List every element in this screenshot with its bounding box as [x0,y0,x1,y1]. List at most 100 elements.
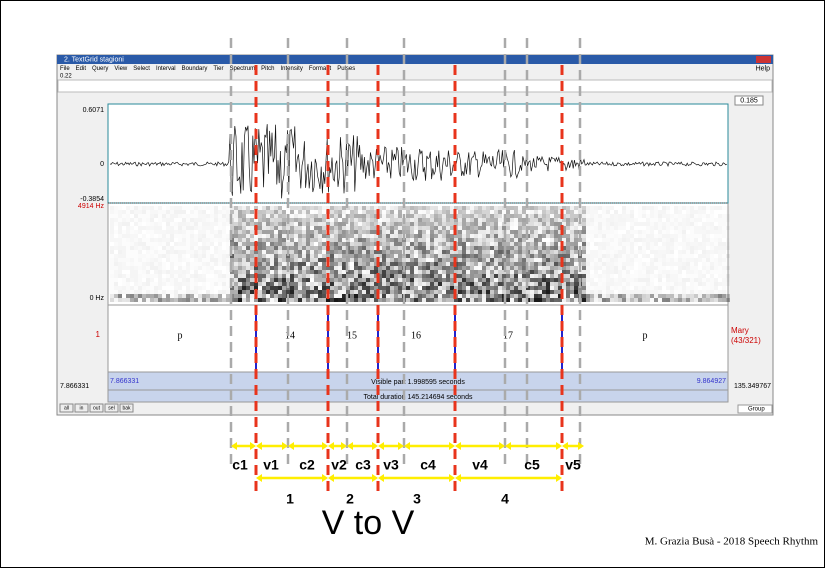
footer: M. Grazia Busà - 2018 Speech Rhythm [645,536,819,548]
menu-item[interactable]: File [60,66,70,72]
spec-cell [334,274,338,278]
spec-cell [614,226,618,230]
spec-cell [506,242,510,246]
spec-cell [446,258,450,262]
spec-cell [570,266,574,270]
spec-cell [110,294,114,298]
spec-cell [358,262,362,266]
spec-cell [682,262,686,266]
spec-cell [726,238,730,242]
spec-cell [598,286,602,290]
spec-cell [714,258,718,262]
spec-cell [462,286,466,290]
spec-cell [242,266,246,270]
spec-cell [510,290,514,294]
spec-cell [330,242,334,246]
spec-cell [498,286,502,290]
spec-cell [490,282,494,286]
spec-cell [682,214,686,218]
spec-cell [402,290,406,294]
spec-cell [426,294,430,298]
spec-cell [478,218,482,222]
spec-cell [694,290,698,294]
spec-cell [442,254,446,258]
spec-cell [406,286,410,290]
spec-cell [266,286,270,290]
spec-cell [234,226,238,230]
spec-cell [294,246,298,250]
spec-cell [366,230,370,234]
menu-item[interactable]: Edit [76,66,87,72]
spec-cell [134,222,138,226]
spec-cell [554,222,558,226]
spec-cell [186,270,190,274]
menu-item[interactable]: Intensity [280,66,302,72]
spec-cell [542,278,546,282]
spec-cell [570,290,574,294]
spec-cell [206,238,210,242]
spec-cell [498,270,502,274]
menu-item[interactable]: Boundary [182,66,208,72]
spec-cell [414,250,418,254]
spec-cell [462,250,466,254]
close-button[interactable] [756,56,771,63]
spec-cell [550,294,554,298]
spec-cell [334,218,338,222]
spec-cell [602,242,606,246]
menu-item[interactable]: View [114,66,128,72]
spec-cell [242,242,246,246]
spec-cell [654,254,658,258]
spec-cell [470,254,474,258]
spec-cell [146,238,150,242]
spec-cell [706,230,710,234]
spec-cell [150,222,154,226]
spec-cell [622,246,626,250]
spec-cell [274,214,278,218]
spec-cell [490,270,494,274]
spec-cell [278,258,282,262]
spec-cell [322,230,326,234]
spec-cell [386,242,390,246]
spec-cell [150,266,154,270]
spec-cell [366,214,370,218]
spec-cell [646,262,650,266]
spec-cell [118,270,122,274]
spec-cell [650,274,654,278]
spec-cell [226,218,230,222]
menu-item[interactable]: Interval [156,66,176,72]
menu-item[interactable]: Pitch [261,66,274,72]
spec-cell [246,294,250,298]
spec-cell [262,270,266,274]
spec-cell [306,254,310,258]
spec-cell [478,254,482,258]
spec-cell [306,294,310,298]
spec-cell [418,226,422,230]
spec-cell [330,290,334,294]
menu-item[interactable]: Tier [213,66,223,72]
spec-cell [722,262,726,266]
spec-cell [442,262,446,266]
spec-cell [438,282,442,286]
spec-cell [714,246,718,250]
spec-cell [590,210,594,214]
spec-cell [522,274,526,278]
spec-cell [570,294,574,298]
menu-help[interactable]: Help [756,65,771,72]
spec-cell [542,218,546,222]
spec-cell [650,230,654,234]
spec-cell [154,254,158,258]
spec-cell [210,222,214,226]
spec-cell [398,230,402,234]
spec-cell [318,238,322,242]
spec-cell [150,294,154,298]
spec-cell [314,298,318,302]
spec-cell [406,218,410,222]
spec-cell [610,246,614,250]
menu-item[interactable]: Select [133,66,150,72]
spec-cell [514,218,518,222]
spec-cell [350,238,354,242]
menu-item[interactable]: Spectrum [229,66,255,72]
spec-cell [622,218,626,222]
menu-item[interactable]: Query [92,66,108,72]
spec-cell [366,274,370,278]
